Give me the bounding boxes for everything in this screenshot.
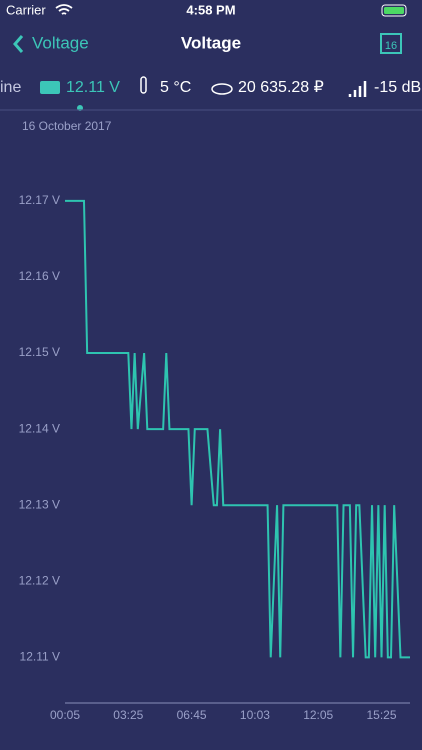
temperature-tab[interactable]: 5 °C: [160, 79, 191, 96]
back-button[interactable]: Voltage: [32, 33, 89, 52]
x-tick-label: 12:05: [303, 708, 333, 722]
y-tick-label: 12.16 V: [19, 269, 60, 283]
y-tick-label: 12.13 V: [19, 497, 60, 511]
y-tick-label: 12.17 V: [19, 193, 60, 207]
voltage-tab[interactable]: 12.11 V: [66, 79, 120, 96]
coins-icon: [211, 83, 233, 95]
y-tick-label: 12.12 V: [19, 573, 60, 587]
y-tick-label: 12.11 V: [20, 650, 60, 664]
y-tick-label: 12.15 V: [19, 345, 60, 359]
battery-level: [384, 7, 404, 14]
y-tick-label: 12.14 V: [19, 421, 60, 435]
back-chevron[interactable]: [13, 35, 24, 53]
chart-date: 16 October 2017: [22, 119, 112, 133]
battery-icon: [381, 4, 407, 17]
x-tick-label: 00:05: [50, 708, 80, 722]
nav-title: Voltage: [181, 33, 241, 52]
data-line: [65, 199, 410, 659]
signal-icon: [348, 81, 367, 97]
balance-tab[interactable]: 20 635.28 ₽: [238, 79, 324, 96]
thermometer-icon: [140, 76, 147, 94]
x-tick-label: 10:03: [240, 708, 270, 722]
plot: 12.11 V 12.12 V 12.13 V 12.14 V 12.15 V 12.16…: [19, 193, 410, 722]
status-tab[interactable]: ine: [0, 79, 21, 96]
signal-tab[interactable]: -15 dB: [374, 79, 421, 96]
x-tick-label: 03:25: [113, 708, 143, 722]
clock: 4:58 PM: [186, 2, 235, 17]
battery-tab-icon[interactable]: [40, 81, 60, 94]
calendar-icon[interactable]: [380, 33, 402, 54]
wifi-icon: [55, 4, 73, 15]
x-tick-label: 06:45: [177, 708, 207, 722]
carrier: Carrier: [6, 2, 46, 17]
x-tick-label: 15:25: [366, 708, 396, 722]
calendar-day[interactable]: 16: [385, 40, 397, 52]
